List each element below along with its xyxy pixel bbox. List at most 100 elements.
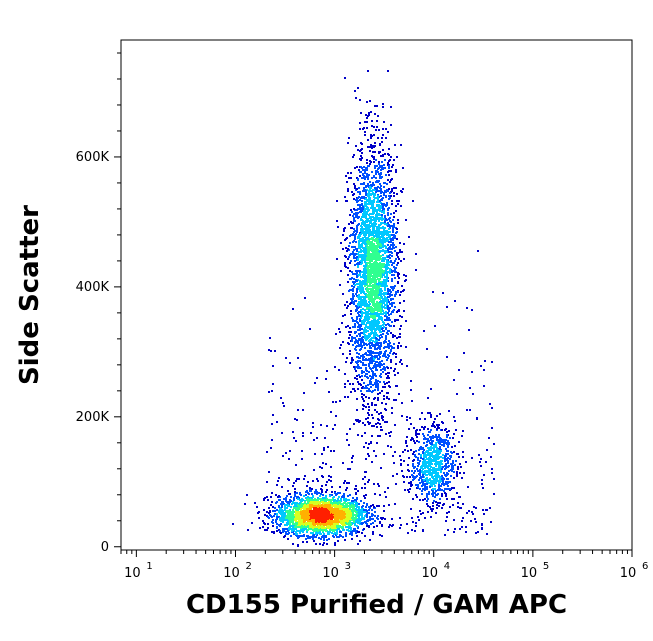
data-point	[373, 158, 375, 160]
data-point	[285, 524, 287, 526]
data-point	[427, 452, 429, 454]
data-point	[369, 516, 371, 518]
data-point	[371, 332, 373, 334]
data-point	[439, 498, 441, 500]
data-point	[334, 518, 336, 520]
data-point	[357, 286, 359, 288]
data-point	[397, 203, 399, 205]
data-point	[366, 159, 368, 161]
data-point	[319, 523, 321, 525]
data-point	[372, 230, 374, 232]
data-point	[306, 508, 308, 510]
data-point	[361, 223, 363, 225]
data-point	[354, 281, 356, 283]
data-point	[375, 337, 377, 339]
data-point	[361, 200, 363, 202]
data-point	[364, 424, 366, 426]
data-point	[280, 532, 282, 534]
data-point	[401, 316, 403, 318]
data-point	[446, 442, 448, 444]
data-point	[362, 183, 364, 185]
data-point	[376, 411, 378, 413]
data-point	[368, 250, 370, 252]
data-point	[359, 298, 361, 300]
data-point	[342, 234, 344, 236]
data-point	[435, 482, 437, 484]
data-point	[315, 536, 317, 538]
data-point	[355, 233, 357, 235]
data-point	[422, 483, 424, 485]
data-point	[382, 355, 384, 357]
data-point	[357, 364, 359, 366]
data-point	[351, 271, 353, 273]
data-point	[389, 225, 391, 227]
data-point	[258, 517, 260, 519]
data-point	[352, 502, 354, 504]
data-point	[352, 273, 354, 275]
data-point	[388, 346, 390, 348]
data-point	[365, 339, 367, 341]
data-point	[349, 327, 351, 329]
data-point	[317, 523, 319, 525]
data-point	[388, 310, 390, 312]
data-point	[392, 334, 394, 336]
data-point	[377, 246, 379, 248]
data-point	[377, 287, 379, 289]
data-point	[362, 173, 364, 175]
data-point	[285, 531, 287, 533]
data-point	[453, 416, 455, 418]
data-point	[279, 525, 281, 527]
data-point	[361, 315, 363, 317]
data-point	[358, 516, 360, 518]
data-point	[371, 509, 373, 511]
data-point	[294, 495, 296, 497]
data-point	[359, 328, 361, 330]
data-point	[386, 396, 388, 398]
data-point	[407, 464, 409, 466]
data-point	[366, 175, 368, 177]
data-point	[353, 301, 355, 303]
data-point	[382, 246, 384, 248]
data-point	[369, 260, 371, 262]
data-point	[368, 479, 370, 481]
data-point	[415, 432, 417, 434]
data-point	[359, 158, 361, 160]
data-point	[422, 433, 424, 435]
data-point	[333, 496, 335, 498]
data-point	[271, 521, 273, 523]
data-point	[375, 384, 377, 386]
data-point	[391, 234, 393, 236]
data-point	[335, 521, 337, 523]
data-point	[365, 186, 367, 188]
data-point	[341, 514, 343, 516]
data-point	[367, 268, 369, 270]
data-point	[377, 230, 379, 232]
data-point	[307, 505, 309, 507]
data-point	[366, 162, 368, 164]
data-point	[389, 269, 391, 271]
data-point	[402, 475, 404, 477]
data-point	[352, 512, 354, 514]
data-point	[370, 306, 372, 308]
data-point	[434, 418, 436, 420]
data-point	[274, 510, 276, 512]
data-point	[419, 488, 421, 490]
data-point	[339, 284, 341, 286]
data-point	[377, 380, 379, 382]
data-point	[368, 363, 370, 365]
data-point	[374, 308, 376, 310]
data-point	[313, 540, 315, 542]
data-point	[387, 293, 389, 295]
data-point	[374, 409, 376, 411]
data-point	[258, 511, 260, 513]
data-point	[284, 509, 286, 511]
data-point	[433, 421, 435, 423]
data-point	[364, 176, 366, 178]
data-point	[352, 288, 354, 290]
data-point	[430, 416, 432, 418]
data-point	[374, 348, 376, 350]
data-point	[318, 537, 320, 539]
data-point	[371, 241, 373, 243]
data-point	[315, 518, 317, 520]
data-point	[304, 501, 306, 503]
